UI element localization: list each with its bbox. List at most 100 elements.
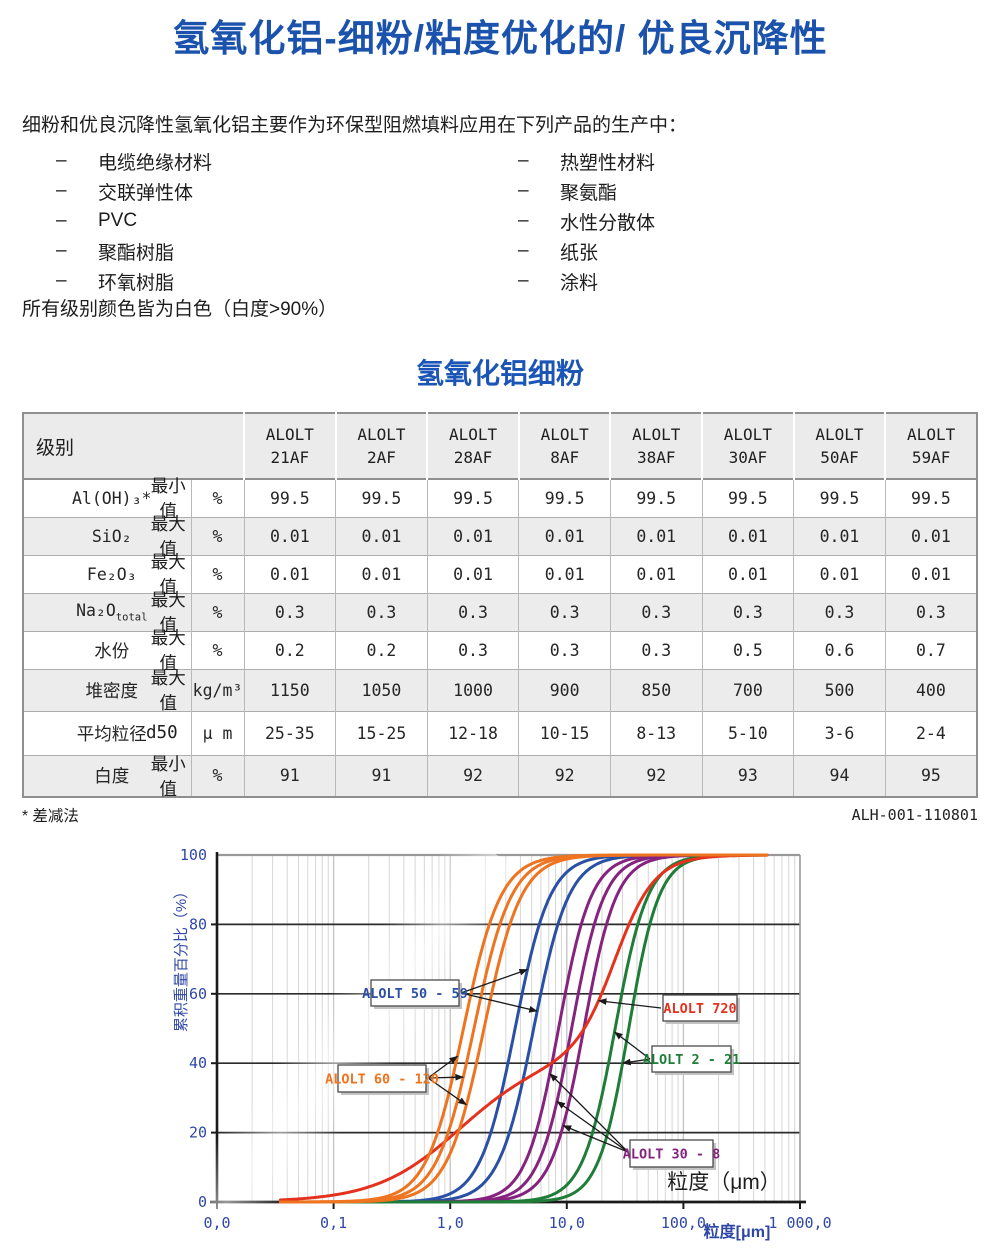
- parameter-cell: 平均粒径 d50: [23, 710, 191, 755]
- y-tick-label: 20: [189, 1124, 207, 1142]
- value-cell: 3-6: [793, 710, 886, 755]
- value-cell: 400: [884, 668, 977, 711]
- parameter-name: 水份: [94, 640, 130, 661]
- bullet-dash: –: [56, 270, 67, 291]
- value-cell: 0.7: [884, 630, 977, 669]
- x-tick-label: 0,0: [203, 1214, 230, 1232]
- unit-cell: %: [190, 630, 245, 669]
- bullet-dash: –: [56, 240, 67, 261]
- y-tick-label: 80: [189, 915, 207, 933]
- x-tick-label: 0,1: [320, 1214, 347, 1232]
- y-tick-label: 0: [198, 1193, 207, 1211]
- annotation-arrow: [549, 1073, 629, 1153]
- annotation-arrow: [427, 1077, 467, 1106]
- value-cell: 0.01: [335, 516, 428, 555]
- bullet-dash: –: [56, 180, 67, 201]
- value-cell: 25-35: [243, 710, 336, 755]
- chart-label-text: ALOLT 60 - 120: [325, 1072, 439, 1088]
- grade-column-header: ALOLT 2AF: [334, 413, 428, 479]
- intro-text: 细粉和优良沉降性氢氧化铝主要作为环保型阻燃填料应用在下列产品的生产中：: [22, 115, 688, 136]
- value-cell: 0.01: [518, 554, 611, 593]
- criterion-label: 最大值: [150, 668, 186, 713]
- value-cell: 92: [518, 754, 611, 797]
- chart-label-box: [337, 1064, 427, 1093]
- parameter-name: SiO₂: [91, 526, 132, 546]
- document-number: ALH-001-110801: [851, 806, 978, 824]
- table-row: Na₂Ototal 最大值% 0.3 0.3 0.3 0.3 0.3 0.3 0.3 0.3: [23, 590, 977, 635]
- annotation-arrow: [427, 1055, 458, 1079]
- value-cell: 0.01: [884, 554, 977, 593]
- spec-table-body: Al(OH)₃* 最小值% 99.5 99.5 99.5 99.5 99.5 99.5 99.5…: [23, 476, 977, 799]
- unit-cell: %: [190, 478, 245, 517]
- criterion-label: 最大值: [150, 628, 186, 673]
- value-cell: 1150: [243, 668, 336, 711]
- parameter-subscript: total: [115, 611, 148, 624]
- x-tick-label: 100,0: [661, 1214, 706, 1232]
- applications-list-right: – 热塑性材料 – 聚氨酯 – 水性分散体 – 纸张 – 涂料: [518, 146, 655, 296]
- value-cell: 10-15: [518, 710, 611, 755]
- criterion-label: 最小值: [150, 753, 186, 799]
- value-cell: 0.01: [426, 516, 519, 555]
- applications-list-left: – 电缆绝缘材料 – 交联弹性体 – PVC – 聚酯树脂 – 环氧树脂: [56, 146, 212, 296]
- application-label: 水性分散体: [560, 212, 656, 234]
- grade-corner-label: 级别: [36, 437, 75, 459]
- application-label: 电缆绝缘材料: [98, 152, 213, 174]
- annotation-arrow: [556, 1100, 629, 1153]
- value-cell: 900: [518, 668, 611, 711]
- unit-cell: %: [190, 754, 245, 797]
- curve-alolt-720: [278, 853, 769, 1202]
- value-cell: 0.5: [701, 630, 794, 669]
- criterion-label: 最大值: [150, 590, 186, 635]
- bullet-dash: –: [518, 210, 529, 231]
- table-row: 平均粒径 d50 μ m 25-35 15-25 12-18 10-15 8-13 5-10 3-…: [23, 710, 977, 755]
- bullet-dash: –: [56, 210, 67, 231]
- y-axis-title: 累积重量百分比（%）: [173, 884, 190, 1032]
- value-cell: 92: [609, 754, 703, 797]
- grade-column-header: ALOLT 8AF: [517, 413, 611, 479]
- chart-label-box: [651, 1045, 732, 1073]
- x-axis-title-inside: 粒度（μm）: [667, 1171, 781, 1194]
- value-cell: 99.5: [609, 478, 703, 517]
- value-cell: 0.3: [335, 592, 428, 631]
- x-axis-title-outside: 粒度[μm]: [704, 1222, 771, 1241]
- unit-cell: %: [190, 516, 245, 555]
- value-cell: 99.5: [335, 478, 428, 517]
- value-cell: 0.3: [609, 630, 703, 669]
- value-cell: 99.5: [518, 478, 611, 517]
- table-row: Al(OH)₃* 最小值% 99.5 99.5 99.5 99.5 99.5 99.5 99.5…: [23, 476, 977, 521]
- grade-column-header: ALOLT 59AF: [884, 413, 977, 479]
- value-cell: 0.01: [609, 554, 703, 593]
- value-cell: 99.5: [793, 478, 886, 517]
- value-cell: 0.01: [243, 554, 336, 593]
- table-header-row: 级别 ALOLT 21AF ALOLT 2AF ALOLT 28AF ALOLT 8AF ALO…: [23, 413, 977, 479]
- table-row: 水份 最大值% 0.2 0.2 0.3 0.3 0.3 0.5 0.6 0.7: [23, 628, 977, 673]
- value-cell: 93: [701, 754, 794, 797]
- y-tick-label: 100: [180, 846, 207, 864]
- grade-column-header: ALOLT 21AF: [243, 413, 336, 479]
- criterion-label: 最小值: [150, 476, 186, 522]
- value-cell: 0.2: [243, 630, 336, 669]
- value-cell: 0.01: [243, 516, 336, 555]
- parameter-name: 白度: [94, 766, 130, 787]
- spec-table-header: 级别 ALOLT 21AF ALOLT 2AF ALOLT 28AF ALOLT 8AF ALO…: [23, 413, 977, 479]
- application-list-item: – 聚酯树脂: [56, 236, 212, 266]
- value-cell: 1050: [335, 668, 428, 711]
- parameter-name: Fe₂O₃: [86, 564, 137, 584]
- annotation-arrow: [622, 1058, 651, 1066]
- curves-alolt-720: [278, 853, 769, 1202]
- value-cell: 0.01: [426, 554, 519, 593]
- chart-label-text: ALOLT 50 - 59: [362, 986, 468, 1002]
- application-label: 聚氨酯: [560, 182, 618, 204]
- application-list-item: – 聚氨酯: [518, 176, 655, 206]
- bullet-dash: –: [518, 150, 529, 171]
- value-cell: 850: [609, 668, 703, 711]
- unit-cell: μ m: [190, 710, 245, 755]
- value-cell: 0.3: [793, 592, 886, 631]
- value-cell: 0.3: [426, 592, 519, 631]
- parameter-cell: SiO₂ 最大值: [23, 514, 191, 559]
- value-cell: 0.01: [335, 554, 428, 593]
- annotation-arrow: [562, 1125, 629, 1153]
- table-row: Fe₂O₃ 最大值% 0.01 0.01 0.01 0.01 0.01 0.01 0.01 0.0…: [23, 552, 977, 597]
- scan-sheen: [150, 840, 535, 1253]
